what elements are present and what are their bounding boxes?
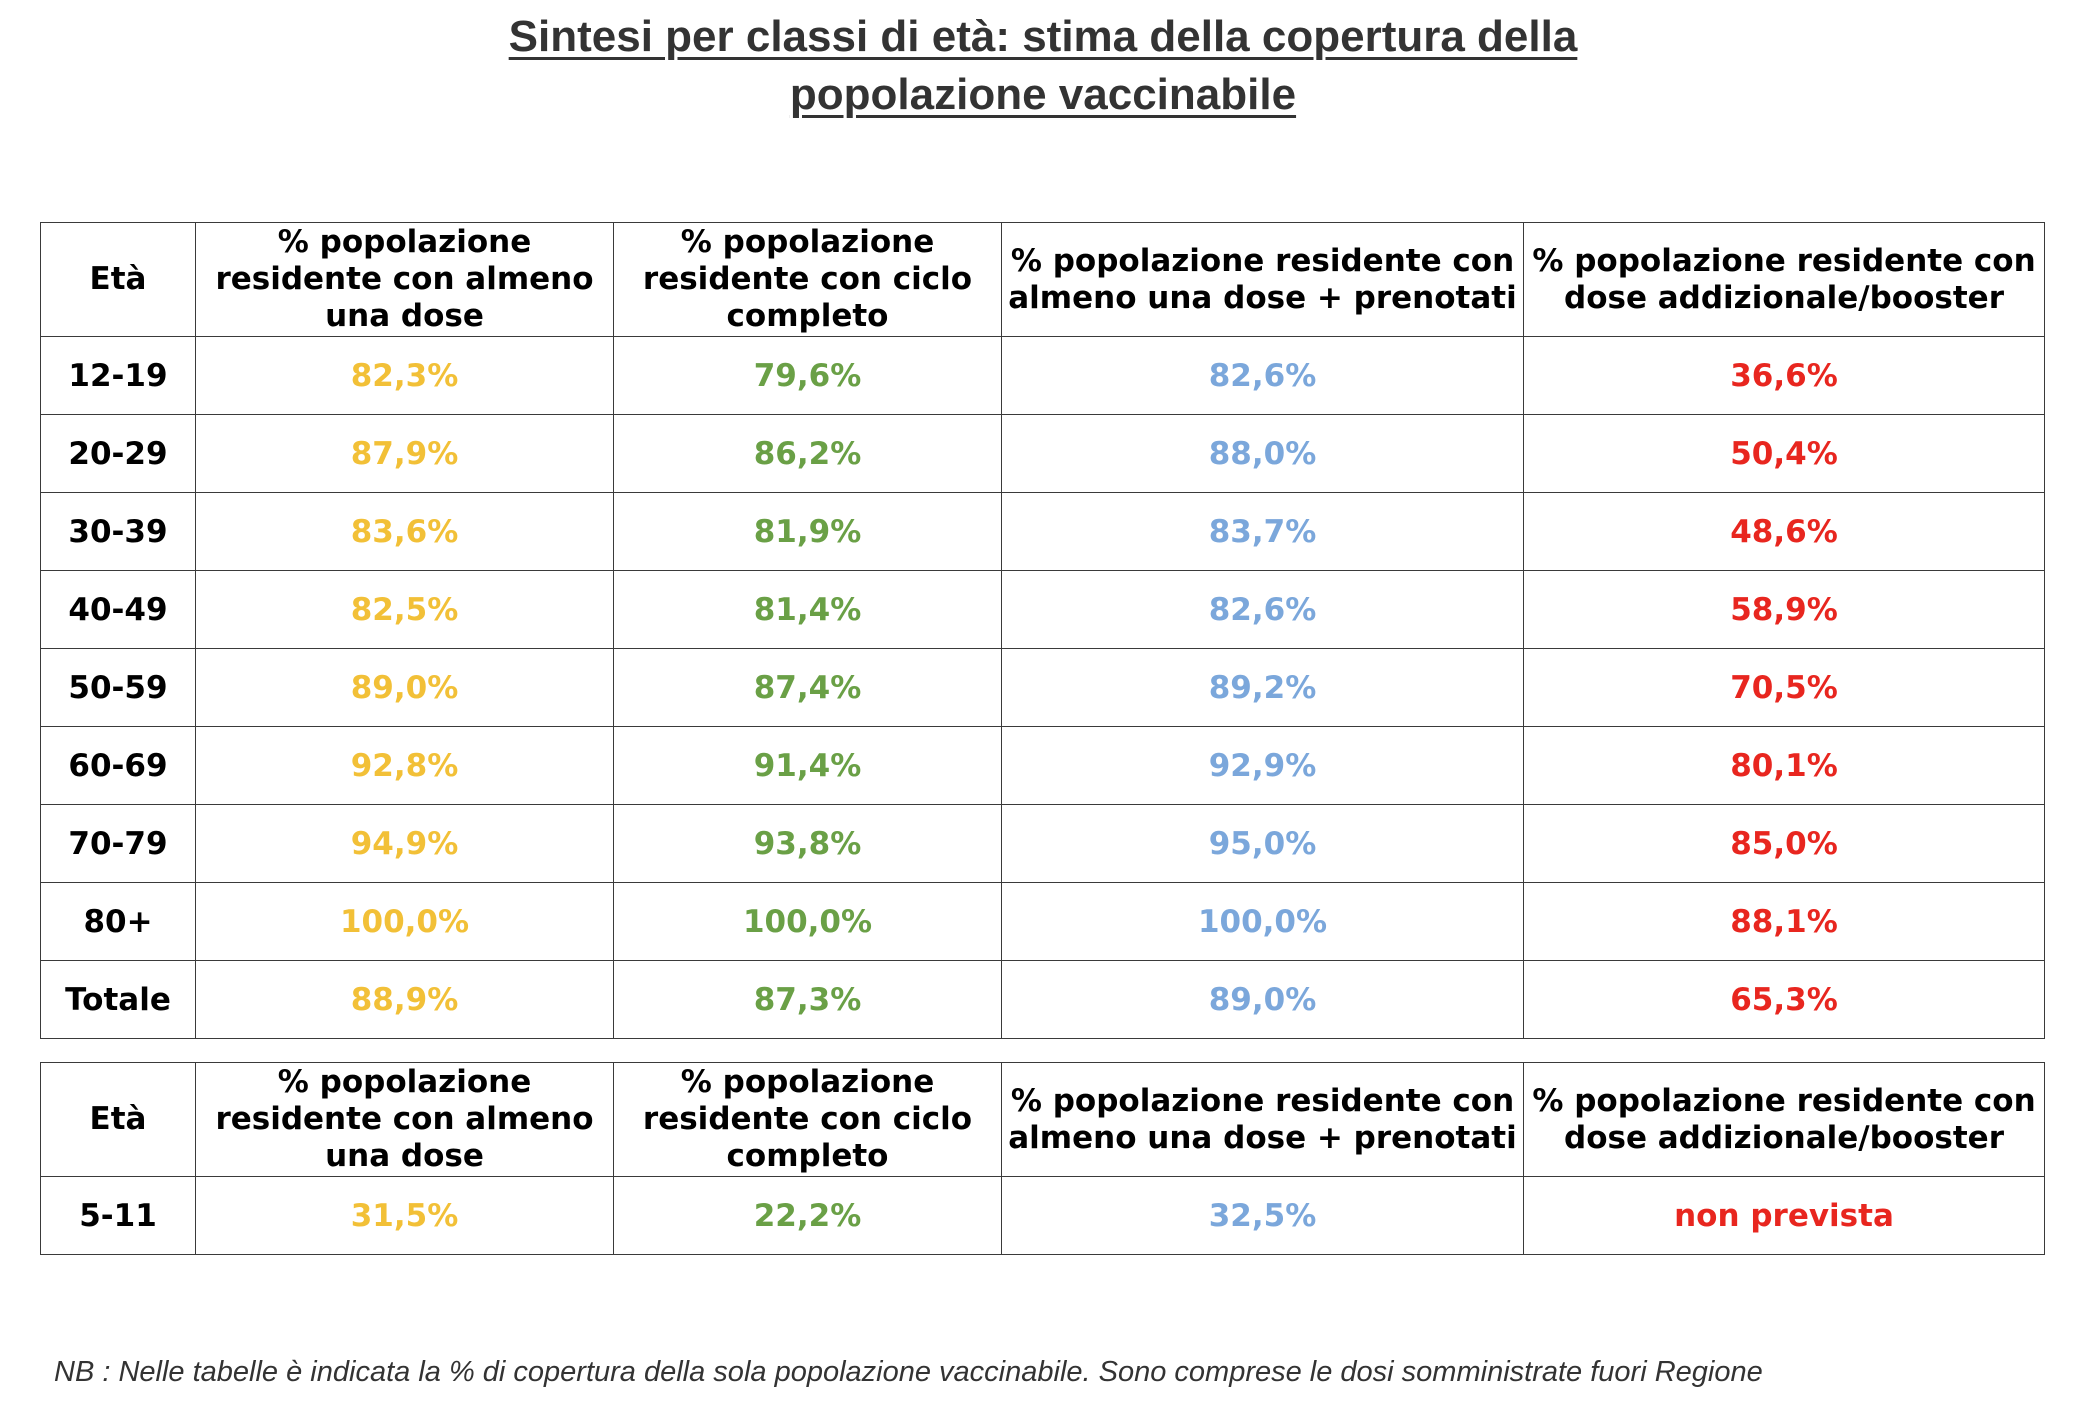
age-cell: 5-11: [40, 1176, 196, 1255]
ciclo-completo-cell: 87,3%: [613, 960, 1002, 1039]
age-cell: 70-79: [40, 804, 196, 883]
table-body: 5-11 31,5% 22,2% 32,5% non prevista: [40, 1176, 2045, 1255]
table-row: 70-79 94,9% 93,8% 95,0% 85,0%: [40, 804, 2045, 883]
almeno-una-dose-cell: 94,9%: [195, 804, 614, 883]
prenotati-cell: 89,2%: [1001, 648, 1524, 727]
header-ciclo-completo: % popolazione residente con ciclo comple…: [613, 1062, 1002, 1177]
almeno-una-dose-cell: 82,3%: [195, 336, 614, 415]
age-cell: 80+: [40, 882, 196, 961]
table-row: Totale 88,9% 87,3% 89,0% 65,3%: [40, 960, 2045, 1039]
almeno-una-dose-cell: 87,9%: [195, 414, 614, 493]
table-row: 50-59 89,0% 87,4% 89,2% 70,5%: [40, 648, 2045, 727]
header-eta: Età: [40, 1062, 196, 1177]
header-prenotati: % popolazione residente con almeno una d…: [1001, 222, 1524, 337]
table-row: 5-11 31,5% 22,2% 32,5% non prevista: [40, 1176, 2045, 1255]
almeno-una-dose-cell: 92,8%: [195, 726, 614, 805]
ciclo-completo-cell: 22,2%: [613, 1176, 1002, 1255]
table-body: 12-19 82,3% 79,6% 82,6% 36,6% 20-29 87,9% 86,2%…: [40, 336, 2045, 1039]
table-row: 12-19 82,3% 79,6% 82,6% 36,6%: [40, 336, 2045, 415]
booster-cell: 85,0%: [1523, 804, 2045, 883]
header-eta: Età: [40, 222, 196, 337]
prenotati-cell: 82,6%: [1001, 570, 1524, 649]
almeno-una-dose-cell: 89,0%: [195, 648, 614, 727]
prenotati-cell: 82,6%: [1001, 336, 1524, 415]
booster-cell: 70,5%: [1523, 648, 2045, 727]
booster-cell: 36,6%: [1523, 336, 2045, 415]
header-ciclo-completo: % popolazione residente con ciclo comple…: [613, 222, 1002, 337]
header-almeno-una-dose: % popolazione residente con almeno una d…: [195, 1062, 614, 1177]
prenotati-cell: 83,7%: [1001, 492, 1524, 571]
header-prenotati: % popolazione residente con almeno una d…: [1001, 1062, 1524, 1177]
booster-cell: non prevista: [1523, 1176, 2045, 1255]
prenotati-cell: 92,9%: [1001, 726, 1524, 805]
page-title-line-2: popolazione vaccinabile: [789, 70, 1297, 119]
table-row: 20-29 87,9% 86,2% 88,0% 50,4%: [40, 414, 2045, 493]
ciclo-completo-cell: 81,4%: [613, 570, 1002, 649]
booster-cell: 80,1%: [1523, 726, 2045, 805]
table-header-row: Età % popolazione residente con almeno u…: [40, 222, 2045, 337]
coverage-table-12-plus: Età % popolazione residente con almeno u…: [40, 222, 2045, 1039]
header-booster: % popolazione residente con dose addizio…: [1523, 222, 2045, 337]
ciclo-completo-cell: 91,4%: [613, 726, 1002, 805]
booster-cell: 50,4%: [1523, 414, 2045, 493]
booster-cell: 58,9%: [1523, 570, 2045, 649]
table-row: 30-39 83,6% 81,9% 83,7% 48,6%: [40, 492, 2045, 571]
prenotati-cell: 89,0%: [1001, 960, 1524, 1039]
booster-cell: 65,3%: [1523, 960, 2045, 1039]
prenotati-cell: 95,0%: [1001, 804, 1524, 883]
booster-cell: 48,6%: [1523, 492, 2045, 571]
almeno-una-dose-cell: 88,9%: [195, 960, 614, 1039]
ciclo-completo-cell: 93,8%: [613, 804, 1002, 883]
header-booster: % popolazione residente con dose addizio…: [1523, 1062, 2045, 1177]
prenotati-cell: 32,5%: [1001, 1176, 1524, 1255]
age-cell: Totale: [40, 960, 196, 1039]
ciclo-completo-cell: 81,9%: [613, 492, 1002, 571]
booster-cell: 88,1%: [1523, 882, 2045, 961]
page-title-line-1: Sintesi per classi di età: stima della c…: [508, 12, 1578, 61]
age-cell: 30-39: [40, 492, 196, 571]
footnote: NB : Nelle tabelle è indicata la % di co…: [54, 1356, 1763, 1388]
age-cell: 40-49: [40, 570, 196, 649]
table-row: 60-69 92,8% 91,4% 92,9% 80,1%: [40, 726, 2045, 805]
age-cell: 12-19: [40, 336, 196, 415]
coverage-table-5-11: Età % popolazione residente con almeno u…: [40, 1062, 2045, 1255]
header-almeno-una-dose: % popolazione residente con almeno una d…: [195, 222, 614, 337]
prenotati-cell: 100,0%: [1001, 882, 1524, 961]
ciclo-completo-cell: 100,0%: [613, 882, 1002, 961]
age-cell: 50-59: [40, 648, 196, 727]
almeno-una-dose-cell: 83,6%: [195, 492, 614, 571]
age-cell: 60-69: [40, 726, 196, 805]
table-row: 80+ 100,0% 100,0% 100,0% 88,1%: [40, 882, 2045, 961]
page-title: Sintesi per classi di età: stima della c…: [0, 8, 2086, 124]
age-cell: 20-29: [40, 414, 196, 493]
table-header-row: Età % popolazione residente con almeno u…: [40, 1062, 2045, 1177]
prenotati-cell: 88,0%: [1001, 414, 1524, 493]
almeno-una-dose-cell: 100,0%: [195, 882, 614, 961]
ciclo-completo-cell: 79,6%: [613, 336, 1002, 415]
ciclo-completo-cell: 86,2%: [613, 414, 1002, 493]
almeno-una-dose-cell: 82,5%: [195, 570, 614, 649]
table-row: 40-49 82,5% 81,4% 82,6% 58,9%: [40, 570, 2045, 649]
almeno-una-dose-cell: 31,5%: [195, 1176, 614, 1255]
ciclo-completo-cell: 87,4%: [613, 648, 1002, 727]
